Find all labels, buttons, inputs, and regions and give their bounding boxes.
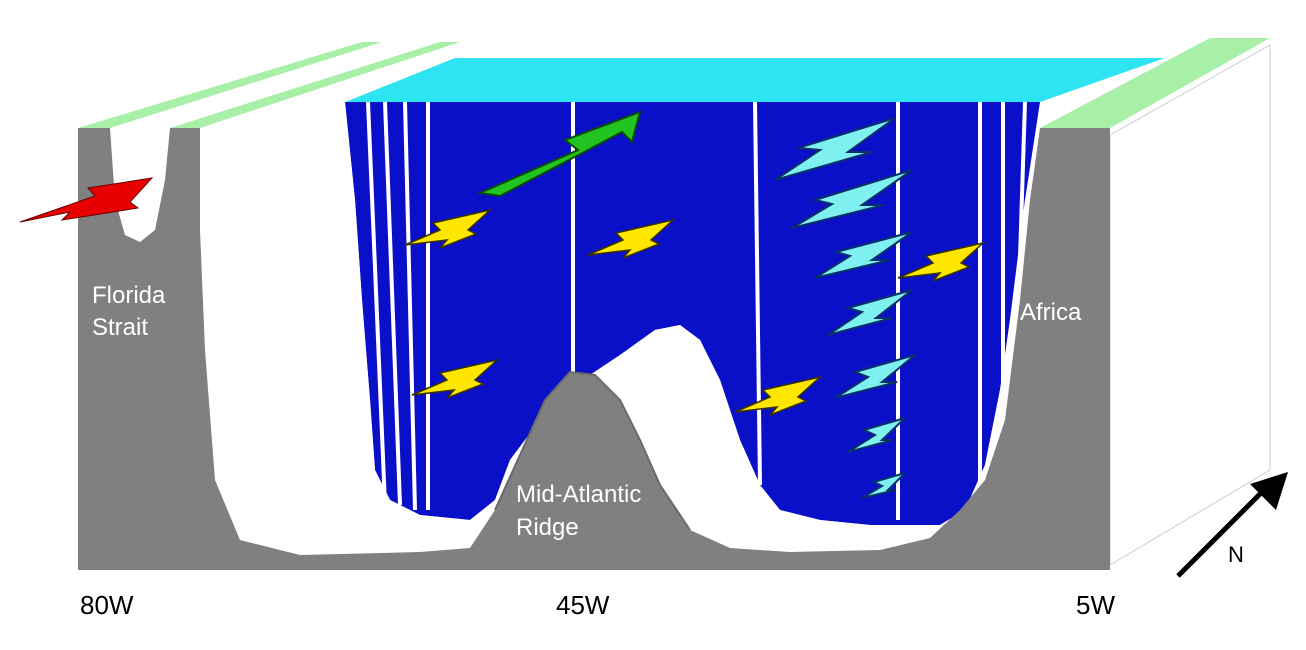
longitude-label-middle: 45W <box>556 590 610 620</box>
left-shelf-top-2 <box>170 42 460 128</box>
ridge-crest <box>494 370 691 531</box>
longitude-label-west: 80W <box>80 590 134 620</box>
north-arrow-icon <box>1176 472 1288 578</box>
florida-strait-label-line1: Florida <box>92 282 166 309</box>
north-label: N <box>1228 542 1244 567</box>
longitude-label-east: 5W <box>1076 590 1115 620</box>
left-shelf-top-1 <box>78 42 382 128</box>
mid-atlantic-ridge-label-line1: Mid-Atlantic <box>516 481 641 508</box>
current-lines <box>366 101 1027 520</box>
mid-atlantic-ridge-label-line2: Ridge <box>516 514 579 541</box>
africa-label: Africa <box>1020 299 1082 326</box>
seafloor-land <box>78 128 1110 570</box>
ocean-surface-top <box>345 58 1165 102</box>
yellow-arrow-icon <box>404 208 986 416</box>
cyan-arrow-icon <box>774 117 916 499</box>
right-shelf-top <box>1040 38 1270 128</box>
block-side-face <box>1109 44 1271 566</box>
florida-strait-label-line2: Strait <box>92 314 148 341</box>
red-arrow-icon <box>19 177 154 223</box>
green-arrow-icon <box>476 110 642 198</box>
